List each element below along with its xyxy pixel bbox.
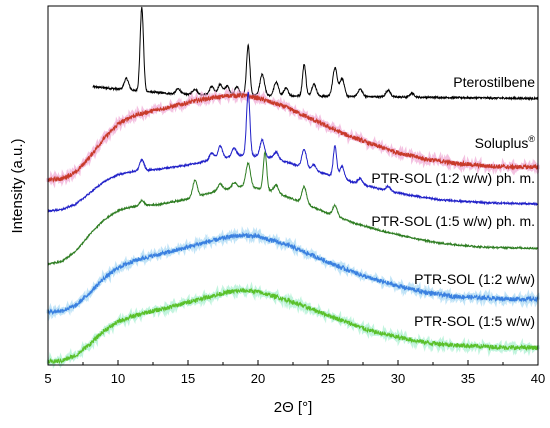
x-axis-ticks: 5 10 15 20 25 30 35 40 <box>44 360 545 386</box>
series-label-1: Soluplus® <box>475 134 536 151</box>
x-tick-label-5: 5 <box>44 371 51 386</box>
x-tick-label-35: 35 <box>461 371 475 386</box>
series-label-0: Pterostilbene <box>453 74 535 90</box>
x-tick-label-10: 10 <box>111 371 125 386</box>
series-line-1 <box>47 92 539 183</box>
y-axis-title: Intensity (a.u.) <box>9 138 26 233</box>
series-line-3 <box>47 150 539 266</box>
x-tick-label-20: 20 <box>251 371 265 386</box>
series-label-5: PTR-SOL (1:5 w/w) <box>414 313 535 329</box>
series-label-4: PTR-SOL (1:2 w/w) <box>414 271 535 287</box>
x-tick-label-15: 15 <box>181 371 195 386</box>
series-label-3: PTR-SOL (1:5 w/w) ph. m. <box>371 213 535 229</box>
series-labels: Pterostilbene Soluplus® PTR-SOL (1:2 w/w) … <box>371 74 535 329</box>
series-line-4 <box>47 231 539 316</box>
x-tick-label-40: 40 <box>531 371 545 386</box>
series-label-2: PTR-SOL (1:2 w/w) ph. m. <box>371 170 535 186</box>
series-line-0 <box>92 6 539 102</box>
series-line-5 <box>47 287 539 365</box>
x-axis-title: 2Θ [°] <box>274 399 313 416</box>
x-tick-label-30: 30 <box>391 371 405 386</box>
x-tick-label-25: 25 <box>321 371 335 386</box>
series-halo-1 <box>46 87 540 189</box>
series-layer <box>46 6 540 369</box>
series-line-2 <box>47 91 539 213</box>
